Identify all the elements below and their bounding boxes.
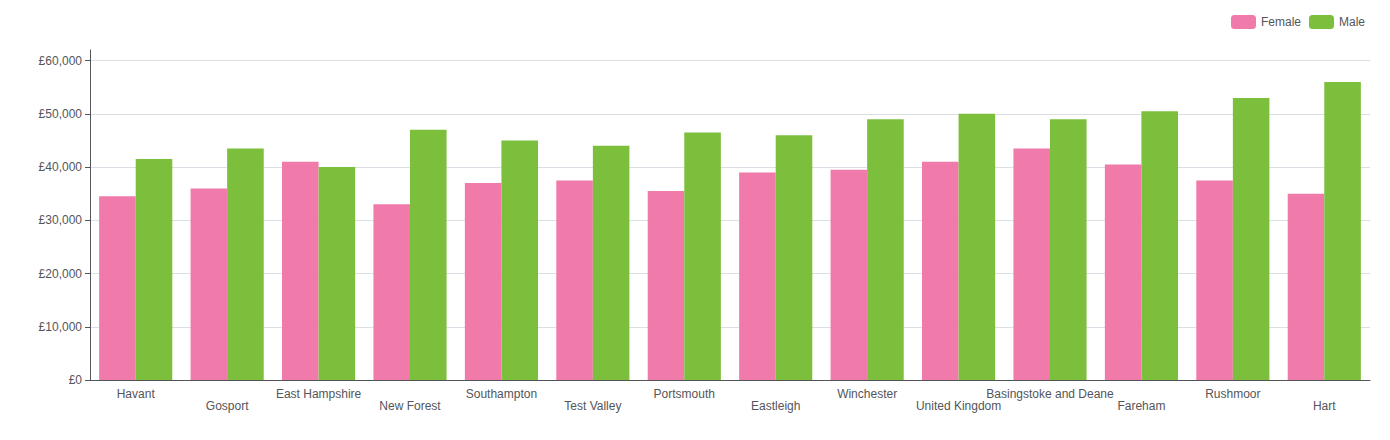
svg-text:Portsmouth: Portsmouth — [654, 387, 715, 401]
svg-text:Rushmoor: Rushmoor — [1205, 387, 1260, 401]
svg-text:£20,000: £20,000 — [39, 267, 83, 281]
svg-text:Test Valley: Test Valley — [564, 399, 621, 413]
svg-text:New Forest: New Forest — [379, 399, 441, 413]
svg-text:Eastleigh: Eastleigh — [751, 399, 800, 413]
svg-text:Winchester: Winchester — [837, 387, 897, 401]
svg-text:Male: Male — [1339, 15, 1365, 29]
svg-text:East Hampshire: East Hampshire — [276, 387, 362, 401]
svg-text:United Kingdom: United Kingdom — [916, 399, 1001, 413]
svg-text:£60,000: £60,000 — [39, 54, 83, 68]
svg-text:£30,000: £30,000 — [39, 213, 83, 227]
svg-text:Fareham: Fareham — [1117, 399, 1165, 413]
svg-text:Southampton: Southampton — [466, 387, 537, 401]
svg-text:£40,000: £40,000 — [39, 160, 83, 174]
svg-text:£10,000: £10,000 — [39, 320, 83, 334]
svg-text:Female: Female — [1261, 15, 1301, 29]
svg-text:Basingstoke and Deane: Basingstoke and Deane — [986, 387, 1114, 401]
svg-text:£0: £0 — [69, 373, 83, 387]
svg-text:Hart: Hart — [1313, 399, 1336, 413]
svg-text:Havant: Havant — [117, 387, 156, 401]
svg-text:Gosport: Gosport — [206, 399, 249, 413]
svg-text:£50,000: £50,000 — [39, 107, 83, 121]
